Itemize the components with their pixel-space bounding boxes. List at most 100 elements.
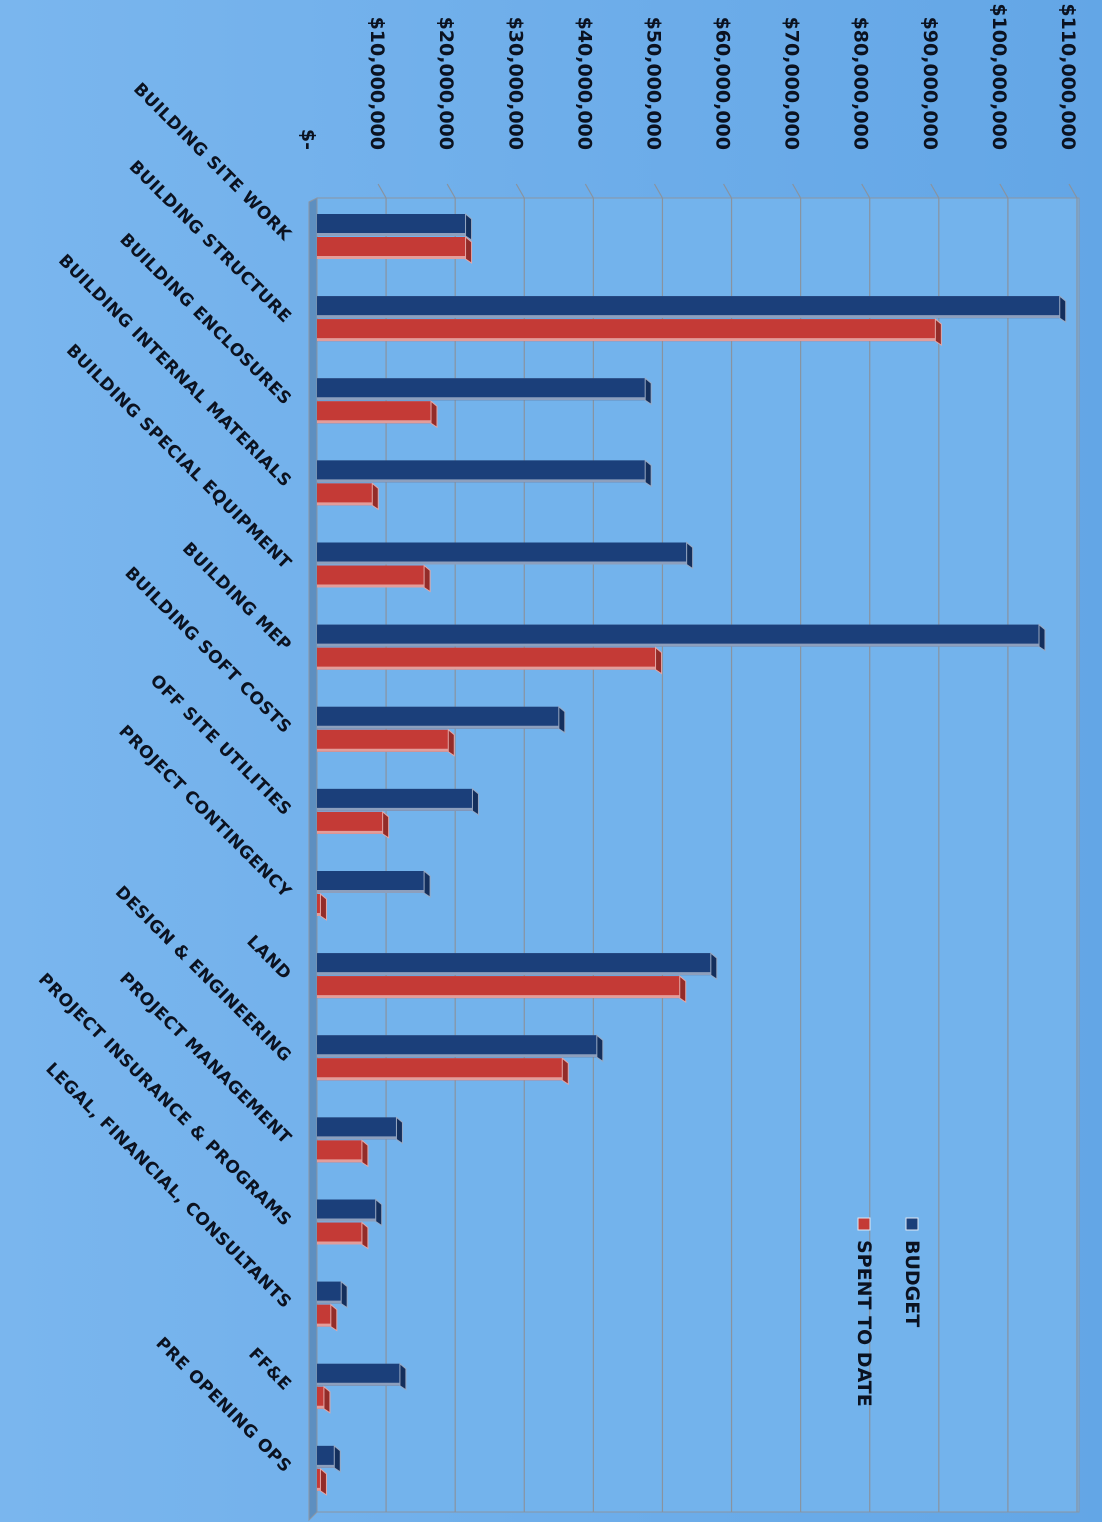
bar-spent-3 xyxy=(317,482,379,511)
bar-highlight xyxy=(317,1054,597,1058)
gridline-depth xyxy=(653,183,663,199)
bar-end-face xyxy=(686,541,694,570)
bar-budget-12 xyxy=(317,1198,383,1227)
bar-front-face xyxy=(317,296,1060,319)
bar-end-face xyxy=(382,810,390,839)
bar-spent-7 xyxy=(317,810,390,839)
bar-end-face xyxy=(655,646,663,675)
bar-front-face xyxy=(317,976,680,999)
bar-highlight xyxy=(317,830,383,834)
bar-front-face xyxy=(317,788,473,811)
bar-highlight xyxy=(317,1382,400,1386)
value-tick-label: $110,000,000 xyxy=(1057,3,1079,150)
gridline-depth xyxy=(515,183,525,199)
gridline-depth xyxy=(1068,183,1078,199)
bar-end-face xyxy=(465,212,473,241)
bar-highlight xyxy=(317,1159,362,1163)
bar-spent-15 xyxy=(317,1467,327,1496)
bar-end-face xyxy=(934,318,942,347)
bar-budget-5 xyxy=(317,623,1046,652)
bar-budget-2 xyxy=(317,377,652,406)
gridline-depth xyxy=(584,183,594,199)
bar-budget-6 xyxy=(317,705,566,734)
bar-spent-0 xyxy=(317,235,473,264)
bar-highlight xyxy=(317,1323,331,1327)
bar-front-face xyxy=(317,1140,362,1163)
bar-budget-0 xyxy=(317,212,473,241)
bar-spent-9 xyxy=(317,975,687,1004)
bar-end-face xyxy=(710,952,718,981)
legend-label: SPENT TO DATE xyxy=(853,1240,875,1407)
bar-end-face xyxy=(423,564,431,593)
bar-front-face xyxy=(317,729,449,752)
bar-budget-7 xyxy=(317,787,479,816)
bar-front-face xyxy=(317,1035,597,1058)
bar-end-face xyxy=(471,787,479,816)
bar-highlight xyxy=(317,725,559,729)
bar-end-face xyxy=(371,482,379,511)
bar-front-face xyxy=(317,706,559,729)
value-tick-label: $50,000,000 xyxy=(642,17,664,150)
bar-budget-9 xyxy=(317,952,718,981)
bar-front-face xyxy=(317,565,425,588)
bar-end-face xyxy=(361,1221,369,1250)
value-tick-label: $80,000,000 xyxy=(850,17,872,150)
bar-highlight xyxy=(317,1464,335,1468)
bar-spent-10 xyxy=(317,1057,569,1086)
bar-front-face xyxy=(317,1117,397,1140)
bar-highlight xyxy=(317,995,680,999)
bar-spent-11 xyxy=(317,1139,369,1168)
bar-highlight xyxy=(317,397,646,401)
legend-item-budget: BUDGET xyxy=(901,1217,923,1327)
gridline-depth xyxy=(792,183,802,199)
bar-front-face xyxy=(317,237,466,259)
bar-end-face xyxy=(361,1139,369,1168)
bar-end-face xyxy=(333,1444,341,1473)
bar-front-face xyxy=(317,1445,335,1468)
bar-end-face xyxy=(399,1362,407,1391)
bar-spent-8 xyxy=(317,892,327,921)
bar-front-face xyxy=(317,1386,324,1409)
bar-end-face xyxy=(644,459,652,488)
bar-highlight xyxy=(317,807,473,811)
bar-highlight xyxy=(317,1218,376,1222)
bar-front-face xyxy=(317,647,656,670)
value-tick-label: $30,000,000 xyxy=(504,17,526,150)
bar-spent-5 xyxy=(317,646,663,675)
bar-highlight xyxy=(317,502,373,506)
bar-end-face xyxy=(319,1467,327,1496)
value-tick-label: $- xyxy=(297,129,319,150)
bar-front-face xyxy=(317,214,466,236)
bar-highlight xyxy=(317,1136,397,1140)
bar-budget-3 xyxy=(317,459,652,488)
value-tick-label: $70,000,000 xyxy=(781,17,803,150)
bar-end-face xyxy=(465,235,473,264)
bar-budget-10 xyxy=(317,1034,604,1063)
bar-highlight xyxy=(317,256,466,259)
bar-front-face xyxy=(317,953,711,976)
bar-highlight xyxy=(317,233,466,236)
value-tick-label: $10,000,000 xyxy=(366,17,388,150)
bar-end-face xyxy=(447,728,455,757)
bar-front-face xyxy=(317,871,425,893)
bar-highlight xyxy=(317,972,711,976)
bar-end-face xyxy=(319,892,327,921)
value-tick-label: $100,000,000 xyxy=(988,3,1010,150)
bar-budget-11 xyxy=(317,1116,403,1145)
bar-highlight xyxy=(317,338,936,342)
gridline-depth xyxy=(723,183,733,199)
bar-end-face xyxy=(323,1385,331,1414)
bar-highlight xyxy=(317,1405,324,1409)
bar-front-face xyxy=(317,401,431,424)
bar-front-face xyxy=(317,460,646,483)
value-tick-label: $60,000,000 xyxy=(712,17,734,150)
bar-front-face xyxy=(317,1304,331,1327)
bar-front-face xyxy=(317,483,373,506)
bar-front-face xyxy=(317,1363,400,1386)
bar-front-face xyxy=(317,1058,563,1081)
bar-front-face xyxy=(317,1281,342,1304)
bar-end-face xyxy=(423,869,431,898)
bar-spent-13 xyxy=(317,1303,338,1332)
